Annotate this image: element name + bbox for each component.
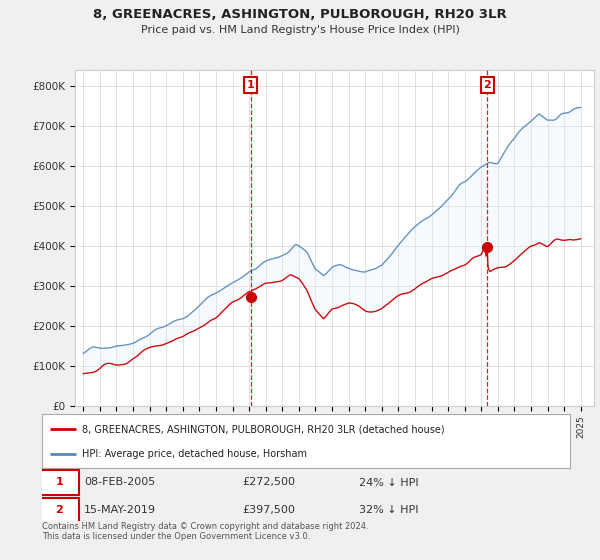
Text: £272,500: £272,500 bbox=[242, 478, 296, 488]
Text: 8, GREENACRES, ASHINGTON, PULBOROUGH, RH20 3LR (detached house): 8, GREENACRES, ASHINGTON, PULBOROUGH, RH… bbox=[82, 424, 444, 435]
FancyBboxPatch shape bbox=[40, 470, 79, 494]
Text: 08-FEB-2005: 08-FEB-2005 bbox=[84, 478, 155, 488]
Text: 8, GREENACRES, ASHINGTON, PULBOROUGH, RH20 3LR: 8, GREENACRES, ASHINGTON, PULBOROUGH, RH… bbox=[93, 8, 507, 21]
Text: 15-MAY-2019: 15-MAY-2019 bbox=[84, 505, 156, 515]
Text: This data is licensed under the Open Government Licence v3.0.: This data is licensed under the Open Gov… bbox=[42, 532, 310, 541]
Text: 1: 1 bbox=[55, 478, 63, 488]
Text: 2: 2 bbox=[55, 505, 63, 515]
Text: £397,500: £397,500 bbox=[242, 505, 296, 515]
Text: 1: 1 bbox=[247, 80, 254, 90]
FancyBboxPatch shape bbox=[40, 498, 79, 522]
Text: HPI: Average price, detached house, Horsham: HPI: Average price, detached house, Hors… bbox=[82, 449, 307, 459]
Text: 2: 2 bbox=[484, 80, 491, 90]
Text: Price paid vs. HM Land Registry's House Price Index (HPI): Price paid vs. HM Land Registry's House … bbox=[140, 25, 460, 35]
Text: 24% ↓ HPI: 24% ↓ HPI bbox=[359, 478, 418, 488]
Text: Contains HM Land Registry data © Crown copyright and database right 2024.: Contains HM Land Registry data © Crown c… bbox=[42, 522, 368, 531]
Text: 32% ↓ HPI: 32% ↓ HPI bbox=[359, 505, 418, 515]
